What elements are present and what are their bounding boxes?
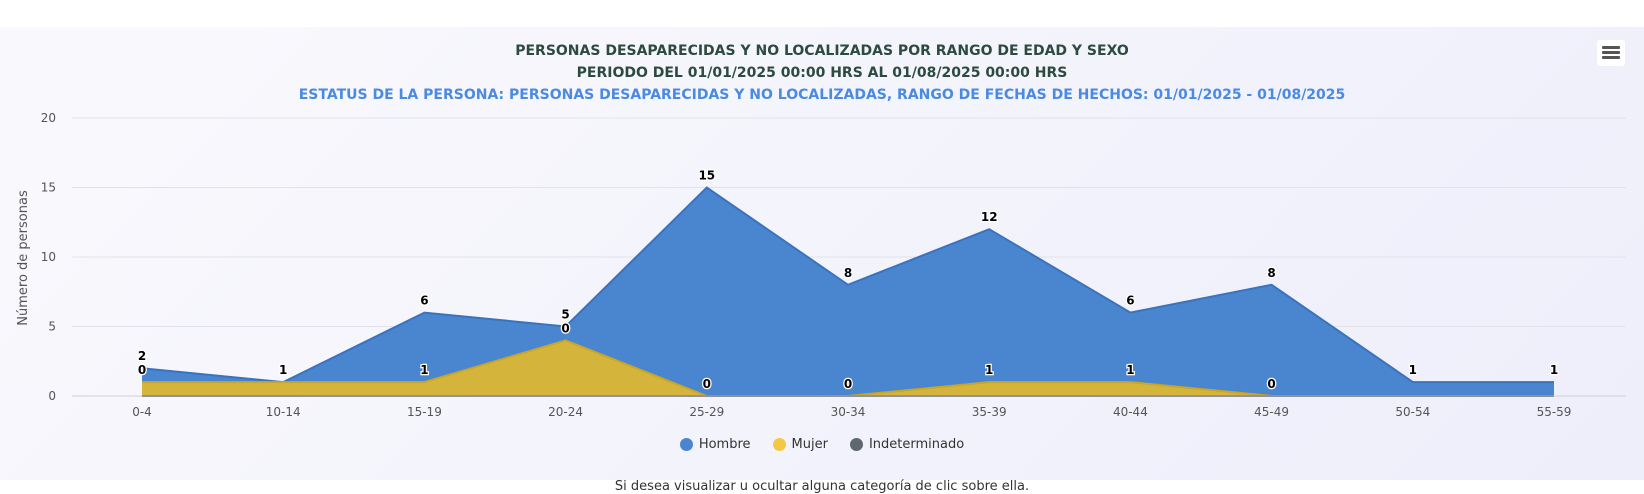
line-hombre — [141, 186, 1554, 384]
data-label-hombre: 1 — [1550, 363, 1558, 377]
data-label-hombre: 12 — [981, 210, 998, 224]
x-tick-label: 15-19 — [407, 405, 442, 419]
data-label-hombre: 8 — [1267, 266, 1275, 280]
x-tick-label: 50-54 — [1395, 405, 1430, 419]
data-label-hombre: 6 — [420, 294, 428, 308]
legend-item-mujer[interactable]: Mujer — [772, 437, 828, 452]
data-label-mujer: 1 — [985, 363, 993, 377]
data-label-mujer: 1 — [1126, 363, 1134, 377]
data-label-mujer: 0 — [844, 377, 852, 391]
y-tick-label: 15 — [41, 181, 56, 195]
y-tick-label: 5 — [48, 320, 56, 334]
x-tick-label: 0-4 — [132, 405, 152, 419]
chart-title: PERSONAS DESAPARECIDAS Y NO LOCALIZADAS … — [515, 43, 1129, 59]
hamburger-menu-icon-bar — [1602, 56, 1620, 59]
series-areas — [141, 186, 1554, 397]
data-label-mujer: 0 — [1267, 377, 1275, 391]
data-label-hombre: 6 — [1126, 294, 1134, 308]
legend-swatch-indeterminado — [849, 438, 863, 451]
hamburger-menu-icon — [1602, 46, 1620, 49]
data-label-hombre: 15 — [698, 169, 715, 183]
chart-panel — [0, 27, 1644, 480]
y-tick-label: 20 — [41, 111, 56, 125]
legend-label-mujer: Mujer — [791, 437, 828, 452]
data-label-hombre: 2 — [138, 349, 146, 363]
y-tick-label: 10 — [41, 250, 56, 264]
x-tick-label: 45-49 — [1254, 405, 1289, 419]
chart-menu-button[interactable] — [1597, 40, 1625, 66]
legend-label-hombre: Hombre — [698, 437, 751, 452]
data-label-hombre: 8 — [844, 266, 852, 280]
chart-subtitle-status: ESTATUS DE LA PERSONA: PERSONAS DESAPARE… — [298, 87, 1346, 103]
x-tick-label: 35-39 — [972, 405, 1007, 419]
legend-swatch-hombre — [679, 438, 693, 451]
legend-swatch-mujer — [772, 438, 786, 451]
x-tick-label: 10-14 — [266, 405, 301, 419]
data-label-hombre: 5 — [561, 308, 569, 322]
x-tick-label: 55-59 — [1537, 405, 1572, 419]
legend-label-indeterminado: Indeterminado — [868, 437, 965, 452]
data-label-mujer: 0 — [138, 363, 146, 377]
legend-item-hombre[interactable]: Hombre — [679, 437, 751, 452]
footer-note: Si desea visualizar u ocultar alguna cat… — [614, 479, 1030, 494]
x-tick-label: 25-29 — [689, 405, 724, 419]
data-label-mujer: 0 — [703, 377, 711, 391]
legend-item-indeterminado[interactable]: Indeterminado — [849, 437, 965, 452]
data-label-mujer: 0 — [561, 321, 569, 335]
y-axis-title: Número de personas — [16, 190, 31, 326]
data-label-mujer: 1 — [420, 363, 428, 377]
x-tick-label: 30-34 — [831, 405, 866, 419]
data-labels: 2 1 6 5 15 8 12 6 8 1 1 0 1 0 0 0 1 1 0 — [137, 167, 1560, 392]
data-label-hombre: 1 — [1409, 363, 1417, 377]
chart-subtitle: PERIODO DEL 01/01/2025 00:00 HRS AL 01/0… — [576, 65, 1068, 81]
hamburger-menu-icon-bar — [1602, 51, 1620, 54]
chart-legend: Hombre Mujer Indeterminado — [0, 437, 1644, 452]
data-label-hombre: 1 — [279, 363, 287, 377]
y-tick-label: 0 — [48, 389, 56, 403]
x-tick-label: 40-44 — [1113, 405, 1148, 419]
chart-header: PERSONAS DESAPARECIDAS Y NO LOCALIZADAS … — [0, 40, 1644, 106]
area-mujer — [142, 340, 1554, 396]
x-tick-label: 20-24 — [548, 405, 583, 419]
area-hombre — [142, 187, 1554, 396]
